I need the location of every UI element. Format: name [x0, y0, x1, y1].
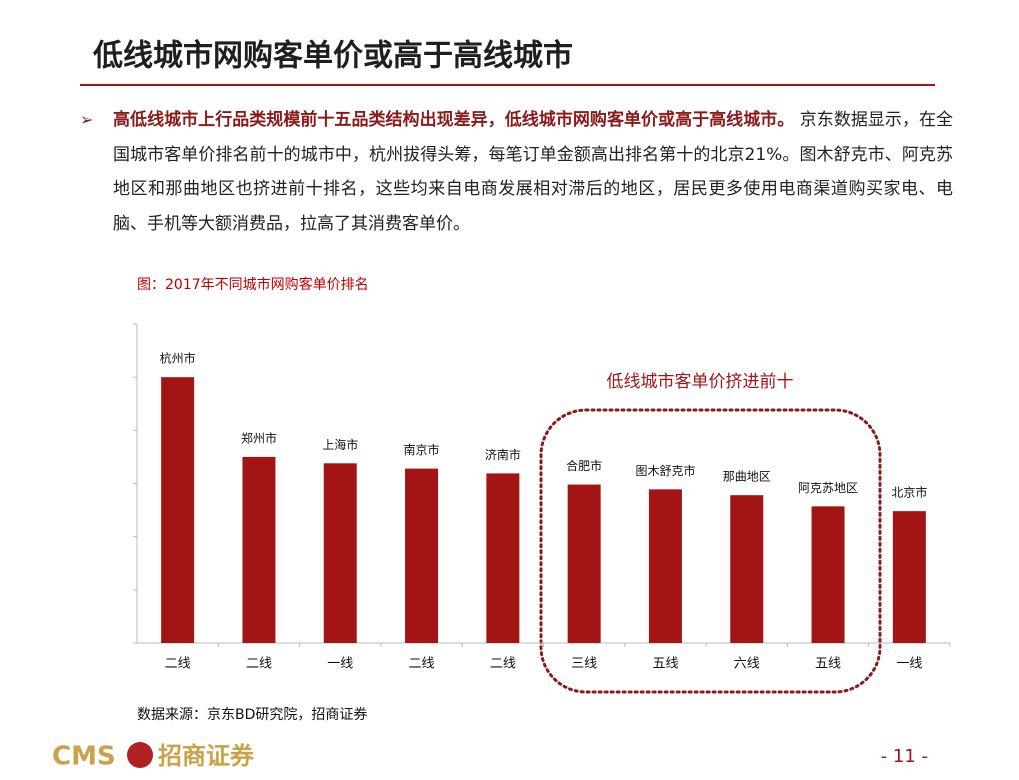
bar	[161, 377, 195, 643]
bar	[486, 473, 520, 643]
annotation: 低线城市客单价挤进前十	[607, 372, 794, 392]
bar-label: 合肥市	[566, 458, 602, 473]
bar-label: 郑州市	[241, 430, 277, 445]
slide-title: 低线城市网购客单价或高于高线城市	[92, 39, 573, 74]
bullet-text: 高低线城市上行品类规模前十五品类结构出现差异，低线城市网购客单价或高于高线城市。…	[113, 103, 953, 241]
bar	[242, 456, 276, 643]
source: 数据来源：京东BD研究院，招商证券	[137, 707, 367, 723]
bar-label: 阿克苏地区	[798, 481, 858, 495]
x-tick-label: 二线	[246, 657, 272, 672]
bar-label: 上海市	[322, 437, 358, 452]
x-tick-label: 二线	[490, 657, 516, 672]
x-tick-label: 六线	[734, 657, 760, 672]
x-tick-label: 三线	[571, 657, 597, 672]
x-tick-label: 五线	[652, 657, 678, 672]
chart-title: 图：2017年不同城市网购客单价排名	[137, 276, 369, 293]
bar	[730, 495, 764, 643]
logo-icon	[127, 742, 153, 768]
bar-label: 那曲地区	[723, 470, 771, 484]
bar	[811, 506, 845, 643]
highlight-box	[539, 408, 882, 694]
x-tick-label: 一线	[896, 657, 922, 672]
bar-label: 图木舒克市	[635, 463, 695, 478]
page-number: - 11 -	[881, 746, 928, 767]
logo: CMS	[52, 742, 116, 772]
bar	[892, 511, 926, 643]
x-tick-label: 一线	[327, 657, 353, 672]
x-tick-label: 二线	[165, 657, 191, 672]
bar-label: 北京市	[891, 485, 927, 500]
bar-label: 南京市	[404, 442, 440, 457]
bullet-marker: ➢	[80, 110, 94, 129]
x-tick-label: 二线	[409, 657, 435, 672]
bar-label: 杭州市	[160, 351, 196, 366]
bar	[648, 489, 682, 643]
bar	[323, 463, 357, 643]
bar	[405, 468, 439, 643]
bar-label: 济南市	[485, 447, 521, 462]
bar	[567, 484, 601, 643]
bullet-body: 京东数据显示，在全国城市客单价排名前十的城市中，杭州拔得头筹，每笔订单金额高出排…	[113, 110, 954, 234]
company: 招商证券	[158, 742, 255, 770]
x-tick-label: 五线	[815, 657, 841, 672]
bullet-bold: 高低线城市上行品类规模前十五品类结构出现差异，低线城市网购客单价或高于高线城市。	[113, 110, 795, 130]
